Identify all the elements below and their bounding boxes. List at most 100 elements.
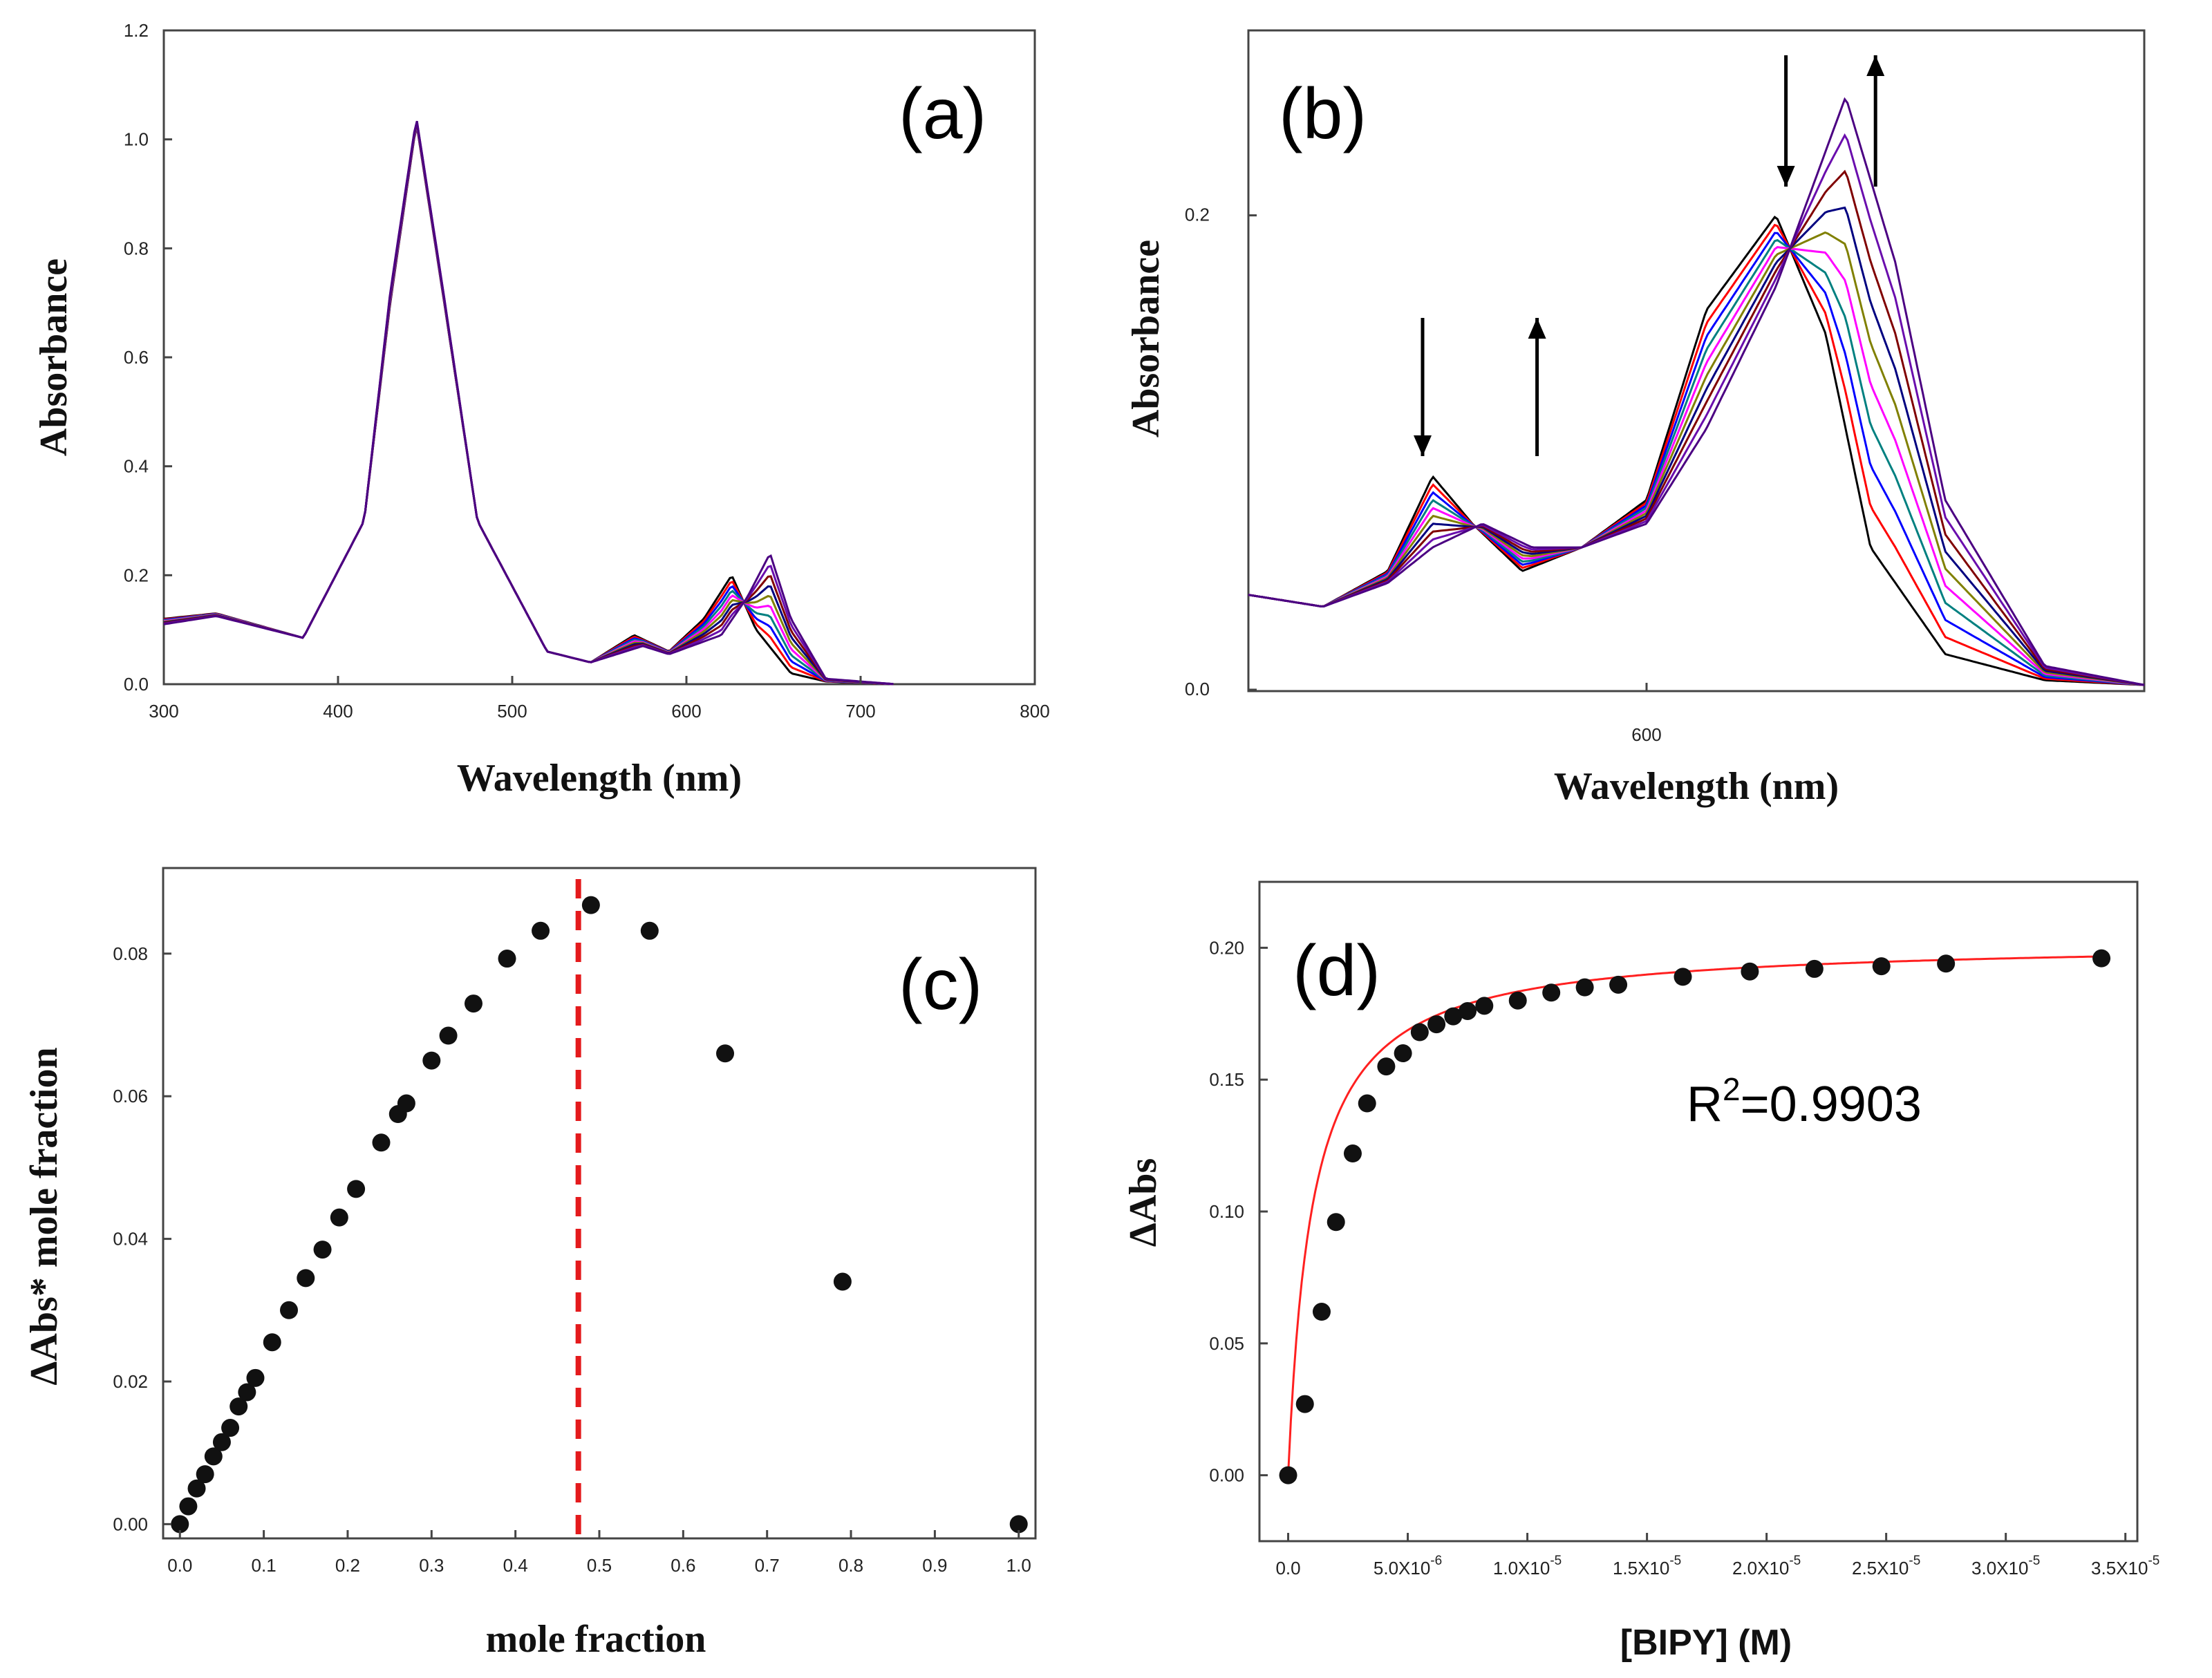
panel-a-spectrum-line [163, 125, 894, 686]
panel-a-spectrum-line [163, 125, 894, 686]
panel-d-xtick-label: 1.5X10-5 [1613, 1554, 1681, 1578]
panel-c-label: (c) [899, 945, 982, 1025]
panel-d-xtick-label: 1.0X10-5 [1493, 1554, 1562, 1578]
panel-b-spectrum-line [1248, 223, 2145, 686]
panel-c-point [498, 950, 516, 968]
panel-d-point [1872, 957, 1891, 976]
panel-b-frame [1247, 29, 2146, 692]
panel-d-point [1609, 975, 1628, 994]
panel-a-spectrum-line [163, 124, 894, 686]
panel-d-point [1937, 954, 1956, 973]
panel-b-spectrum-line [1248, 232, 2145, 686]
panel-c-point [229, 1397, 248, 1416]
panel-d-point [1279, 1466, 1297, 1484]
panel-c-point [238, 1383, 256, 1402]
panel-d-xtick-exponent: -5 [1669, 1554, 1681, 1568]
panel-d-fit-curve [1287, 955, 2102, 1476]
panel-b-spectrum-line [1248, 231, 2145, 686]
panel-c-xtick-label: 0.0 [167, 1555, 192, 1576]
panel-d-r-squared: R2=0.9903 [1687, 1071, 1922, 1132]
panel-a-ytick-label: 0.8 [124, 238, 149, 258]
panel-d: 0.0 5.0X10-6 1.0X10-5 1.5X10-5 2.0X10-5 2.5X1… [1122, 880, 2159, 1663]
panel-c-point [280, 1301, 299, 1319]
panel-a-ylabel: Absorbance [32, 258, 75, 456]
panel-c-point [439, 1026, 458, 1045]
panel-b-arrows [1414, 55, 1885, 456]
panel-a-ytick-label: 0.6 [124, 347, 149, 368]
panel-c-point [640, 921, 659, 940]
panel-c-xlabel: mole fraction [486, 1618, 706, 1661]
panel-b-ytick-label: 0.2 [1185, 205, 1210, 225]
panel-c-xtick-label: 0.9 [922, 1555, 947, 1576]
panel-c-ylabel: ΔAbs* mole fraction [23, 1047, 66, 1385]
panel-d-point [1394, 1044, 1412, 1063]
panel-d-point [1444, 1007, 1463, 1026]
panel-a-xtick-label: 400 [323, 701, 353, 722]
panel-d-point [1312, 1303, 1331, 1321]
panel-b-spectrum-line [1248, 216, 2145, 686]
panel-c-xtick-label: 0.3 [419, 1555, 444, 1576]
panel-c-point [372, 1133, 391, 1152]
panel-c-point [422, 1051, 441, 1070]
panel-d-frame [1258, 880, 2139, 1543]
panel-b-curves [1248, 97, 2145, 686]
panel-d-ticks: 0.0 5.0X10-6 1.0X10-5 1.5X10-5 2.0X10-5 2.5X1… [1209, 937, 2159, 1578]
panel-b-ylabel: Absorbance [1125, 240, 1168, 437]
panel-b-spectrum-line [1248, 97, 2145, 686]
panel-c-points [171, 896, 1028, 1534]
panel-c-point [212, 1433, 231, 1451]
panel-d-ylabel: ΔAbs [1122, 1158, 1165, 1247]
panel-d-point [1410, 1023, 1429, 1041]
panel-b-ytick-label: 0.0 [1185, 679, 1210, 699]
panel-d-xtick-exponent: -5 [2148, 1554, 2159, 1568]
panel-d-point [1427, 1015, 1446, 1034]
panel-a: 300 400 500 600 700 8000.00.20.40.60.81.01.2 … [32, 20, 1050, 800]
panel-d-r-squared-value: =0.9903 [1741, 1077, 1922, 1132]
panel-c-point [397, 1094, 415, 1113]
panel-d-point [1508, 991, 1527, 1010]
panel-d-point [1741, 962, 1759, 981]
panel-d-ytick-label: 0.10 [1209, 1201, 1244, 1222]
panel-a-ytick-label: 0.2 [124, 565, 149, 585]
panel-c-xtick-label: 0.5 [587, 1555, 612, 1576]
panel-c-point [263, 1333, 281, 1352]
panel-d-xtick-exponent: -5 [2028, 1554, 2040, 1568]
panel-d-xtick-label: 2.5X10-5 [1852, 1554, 1920, 1578]
panel-c: 0.0 0.1 0.2 0.3 0.4 0.5 0.6 0.7 0.8 0.9 1.0 0.00 0.0… [23, 867, 1037, 1661]
panel-c-point [716, 1044, 735, 1063]
panel-a-spectrum-line [163, 126, 894, 686]
panel-d-fit-line [1287, 955, 2102, 1476]
panel-d-point [1377, 1057, 1396, 1076]
panel-a-xtick-label: 700 [845, 701, 875, 722]
panel-c-point [297, 1269, 315, 1288]
panel-c-point [581, 896, 600, 914]
panel-c-point [246, 1368, 265, 1387]
panel-d-label: (d) [1293, 931, 1380, 1011]
panel-b-spectrum-line [1248, 206, 2145, 686]
panel-b-ticks: 600 0.0 0.2 [1185, 205, 1662, 745]
panel-d-r-squared-exponent: 2 [1723, 1071, 1741, 1107]
panel-a-label: (a) [899, 74, 986, 154]
panel-d-point [1358, 1094, 1376, 1113]
panel-d-ytick-label: 0.05 [1209, 1333, 1244, 1354]
panel-d-xtick-label: 3.5X10-5 [2091, 1554, 2159, 1578]
panel-c-point [221, 1419, 240, 1437]
panel-d-points [1279, 949, 2111, 1484]
panel-d-point [1343, 1144, 1362, 1163]
panel-c-point [347, 1180, 366, 1198]
panel-c-point [313, 1241, 332, 1259]
panel-a-ytick-label: 0.4 [124, 456, 149, 477]
panel-c-ytick-label: 0.04 [113, 1229, 148, 1250]
panel-b-arrowhead-down [1414, 435, 1432, 456]
panel-d-ytick-label: 0.15 [1209, 1069, 1244, 1090]
panel-a-curves [163, 120, 894, 686]
panel-d-xtick-label: 5.0X10-6 [1374, 1554, 1442, 1578]
panel-d-xlabel: [BIPY] (M) [1620, 1623, 1792, 1663]
panel-d-point [1327, 1213, 1345, 1232]
panel-c-xtick-label: 1.0 [1006, 1555, 1031, 1576]
panel-c-point [171, 1515, 189, 1534]
panel-d-point [1459, 1001, 1477, 1020]
panel-d-xtick-label: 2.0X10-5 [1732, 1554, 1801, 1578]
panel-b-xlabel: Wavelength (nm) [1554, 765, 1839, 808]
panel-b-spectrum-line [1248, 133, 2145, 686]
